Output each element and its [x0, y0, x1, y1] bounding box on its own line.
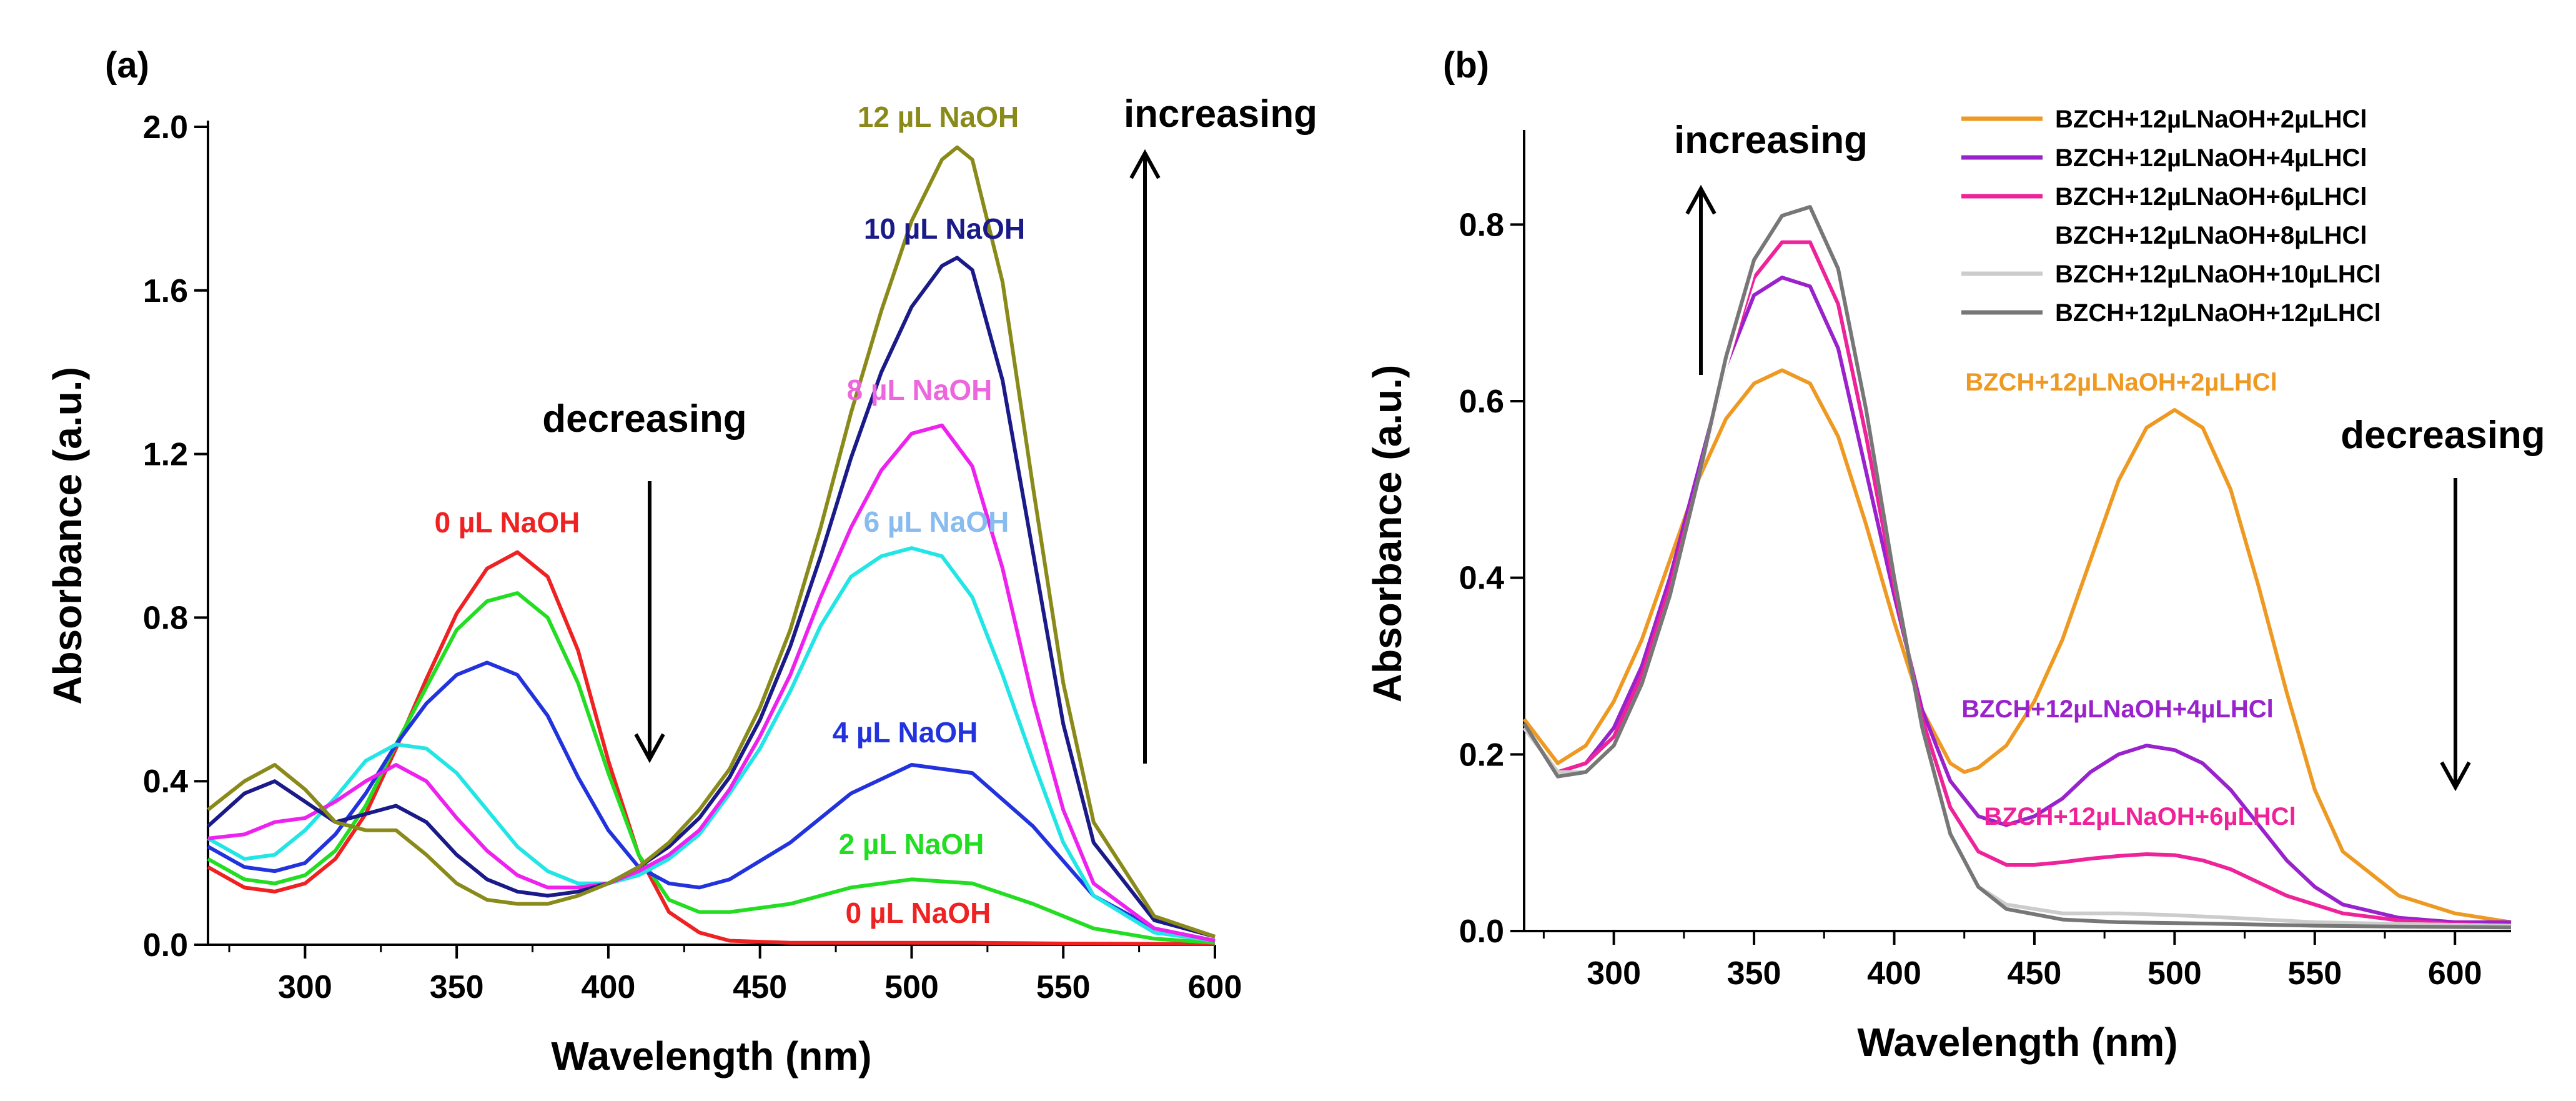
x-axis-title: Wavelength (nm): [1857, 1020, 2177, 1065]
panel-b-chart: (b) 300 350 400 450 500 550 600 0.0 0.2 0.4 0.6 0.8 W…: [1365, 45, 2545, 1065]
y-axis-title: Absorbance (a.u.): [45, 367, 90, 705]
annotation-label: 0 µL NaOH: [846, 897, 991, 929]
x-tick-label: 300: [1587, 955, 1641, 992]
x-tick-label: 450: [733, 969, 787, 1005]
annotation-label: 2 µL NaOH: [839, 828, 984, 860]
x-tick-label: 350: [1727, 955, 1781, 992]
y-tick-label: 0.0: [143, 927, 188, 964]
legend-label: BZCH+12µLNaOH+10µLHCl: [2055, 261, 2381, 288]
x-tick-label: 600: [2428, 955, 2482, 992]
y-tick-label: 0.2: [1459, 737, 1504, 773]
y-tick-label: 1.6: [143, 273, 188, 309]
x-tick-label: 500: [884, 969, 939, 1005]
x-tick-label: 500: [2147, 955, 2202, 992]
x-tick-label: 400: [582, 969, 636, 1005]
decreasing-arrow: [2440, 478, 2471, 792]
series-line-2: [207, 660, 1216, 943]
series-line-6: [207, 145, 1216, 939]
y-tick-label: 0.0: [1459, 914, 1504, 950]
annotation-label: increasing: [1674, 119, 1868, 162]
panel-a-chart: (a) 300 350 400 450 500 550 600 0.0 0.4 0.8 1.2 1.6 2…: [45, 45, 1317, 1079]
y-tick-label: 0.8: [1459, 207, 1504, 243]
series-line-4: [207, 423, 1216, 943]
legend-label: BZCH+12µLNaOH+6µLHCl: [2055, 183, 2367, 211]
legend-label: BZCH+12µLNaOH+4µLHCl: [2055, 144, 2367, 172]
x-tick-label: 400: [1867, 955, 1921, 992]
legend-label: BZCH+12µLNaOH+8µLHCl: [2055, 222, 2367, 249]
annotation-label: 4 µL NaOH: [833, 716, 978, 749]
series-line-1: [207, 591, 1216, 945]
y-tick-label: 0.4: [143, 764, 188, 800]
legend-label: BZCH+12µLNaOH+12µLHCl: [2055, 299, 2381, 327]
annotation-label: BZCH+12µLNaOH+6µLHCl: [1984, 803, 2296, 830]
y-tick-label: 1.2: [143, 437, 188, 473]
annotation-label: decreasing: [542, 397, 746, 441]
y-axis-title: Absorbance (a.u.): [1365, 365, 1410, 703]
series-line-1: [1522, 276, 2511, 924]
increasing-arrow-head: [1685, 184, 1717, 215]
y-tick-label: 0.6: [1459, 384, 1504, 420]
panel-label: (b): [1443, 45, 1489, 86]
annotation-label: decreasing: [2341, 414, 2545, 457]
series-line-0: [207, 550, 1216, 946]
series-line-5: [1522, 205, 2512, 930]
series-line-3: [207, 546, 1216, 943]
annotation-label: 8 µL NaOH: [847, 374, 993, 406]
increasing-arrow: [1129, 149, 1161, 764]
annotation-label: increasing: [1124, 92, 1317, 136]
increasing-arrow: [1685, 184, 1717, 375]
x-tick-label: 350: [430, 969, 484, 1005]
y-tick-label: 0.8: [143, 600, 188, 636]
x-tick-label: 300: [278, 969, 332, 1005]
x-axis-title: Wavelength (nm): [551, 1034, 871, 1079]
x-tick-label: 550: [1036, 969, 1091, 1005]
annotation-label: BZCH+12µLNaOH+2µLHCl: [1965, 369, 2277, 396]
x-tick-label: 600: [1188, 969, 1242, 1005]
annotation-label: 12 µL NaOH: [858, 101, 1019, 133]
annotation-label: 0 µL NaOH: [435, 506, 580, 539]
decreasing-arrow: [634, 481, 665, 764]
legend-label: BZCH+12µLNaOH+2µLHCl: [2055, 106, 2367, 133]
decreasing-arrow-head: [2440, 761, 2471, 792]
decreasing-arrow-head: [634, 733, 665, 764]
annotation-label: 10 µL NaOH: [864, 212, 1025, 245]
annotation-label: 6 µL NaOH: [864, 506, 1009, 538]
x-tick-label: 450: [2008, 955, 2062, 992]
increasing-arrow-head: [1129, 149, 1161, 179]
series-line-5: [206, 256, 1216, 939]
y-tick-label: 2.0: [143, 109, 188, 146]
annotation-label: BZCH+12µLNaOH+4µLHCl: [1961, 695, 2274, 723]
y-tick-label: 0.4: [1459, 560, 1504, 597]
panel-label: (a): [105, 45, 149, 86]
x-tick-label: 550: [2287, 955, 2342, 992]
